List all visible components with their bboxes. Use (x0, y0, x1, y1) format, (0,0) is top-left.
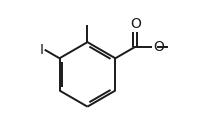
Text: O: O (153, 40, 164, 54)
Text: O: O (130, 17, 141, 31)
Text: I: I (40, 43, 44, 57)
